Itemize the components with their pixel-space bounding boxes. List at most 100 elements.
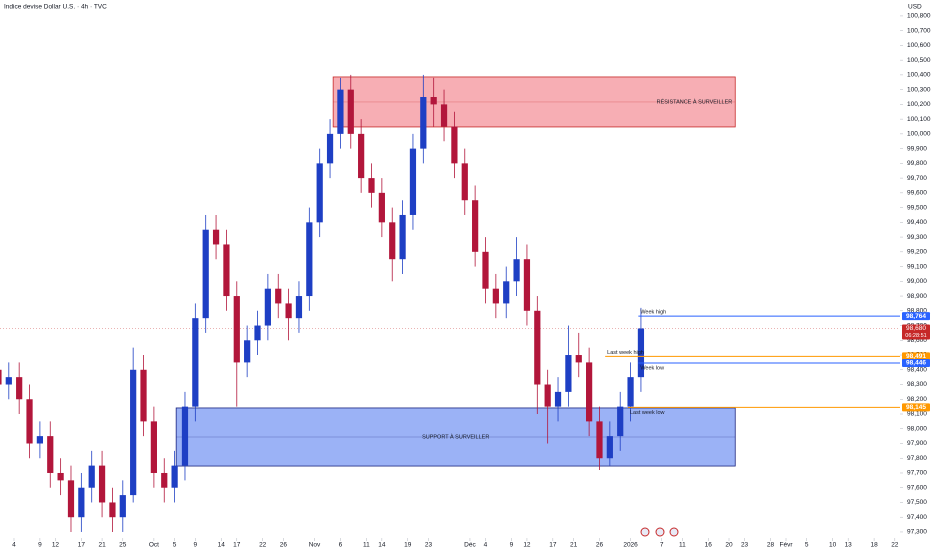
candle-body bbox=[202, 229, 209, 319]
y-tick-label: 99,200 bbox=[907, 249, 927, 256]
y-tick-label: 98,200 bbox=[907, 396, 927, 403]
last-price-label: 98,680 bbox=[906, 325, 926, 332]
y-tick-label: 100,100 bbox=[907, 116, 931, 123]
candle-body bbox=[503, 281, 510, 304]
y-tick-label: 98,000 bbox=[907, 425, 927, 432]
x-tick-label: 11 bbox=[679, 542, 686, 549]
plot: 97,300 97,400 97,500 97,600 97,700 97,800 97,9… bbox=[0, 13, 931, 549]
y-tick-label: 98,800 bbox=[907, 308, 927, 315]
last-price-countdown: 06:28:51 bbox=[905, 333, 926, 339]
x-tick-label: 17 bbox=[78, 542, 86, 549]
candle-body bbox=[368, 178, 375, 193]
x-tick-label: 12 bbox=[523, 542, 531, 549]
y-tick-label: 100,800 bbox=[907, 13, 931, 20]
level-name: Week low bbox=[640, 365, 664, 371]
candle-body bbox=[389, 222, 396, 260]
y-tick-label: 97,900 bbox=[907, 440, 927, 447]
x-tick-label: 23 bbox=[741, 542, 749, 549]
candle-body bbox=[26, 399, 33, 444]
candle-body bbox=[0, 369, 2, 385]
candle-body bbox=[461, 163, 468, 201]
candle-body bbox=[451, 126, 458, 164]
candle-body bbox=[420, 97, 427, 149]
x-tick-label: 9 bbox=[510, 542, 514, 549]
x-tick-label: 9 bbox=[38, 542, 42, 549]
y-tick-label: 100,400 bbox=[907, 72, 931, 79]
candle-body bbox=[316, 163, 323, 223]
candle-body bbox=[378, 192, 385, 223]
candle-body bbox=[233, 296, 240, 363]
y-tick-label: 99,400 bbox=[907, 219, 927, 226]
candle-body bbox=[565, 355, 572, 392]
y-tick-label: 99,300 bbox=[907, 234, 927, 241]
x-tick-label: 14 bbox=[218, 542, 226, 549]
candle-body bbox=[275, 288, 282, 304]
level-axis-label: 98,446 bbox=[906, 360, 926, 367]
x-tick-label: 6 bbox=[339, 542, 343, 549]
last-price-box bbox=[902, 324, 930, 340]
level-axis-box bbox=[902, 352, 930, 361]
candle-body bbox=[523, 259, 531, 311]
level-axis-label: 98,145 bbox=[906, 404, 926, 411]
x-tick-label: Nov bbox=[309, 542, 321, 549]
x-tick-label: 22 bbox=[259, 542, 267, 549]
candle-body bbox=[358, 133, 365, 179]
x-tick-label: Oct bbox=[149, 542, 159, 549]
candle-body bbox=[534, 310, 541, 385]
x-tick-label: 19 bbox=[404, 542, 412, 549]
x-tick-label: 4 bbox=[484, 542, 488, 549]
candle-body bbox=[109, 502, 116, 518]
x-tick-label: 22 bbox=[891, 542, 899, 549]
event-icon[interactable] bbox=[640, 527, 650, 537]
x-tick-label: 26 bbox=[280, 542, 288, 549]
currency-label: USD bbox=[908, 4, 922, 11]
candle-body bbox=[586, 362, 593, 422]
y-tick-label: 97,800 bbox=[907, 455, 927, 462]
y-tick-label: 100,300 bbox=[907, 86, 931, 93]
candle-body bbox=[130, 369, 137, 496]
zone-label: RÉSISTANCE À SURVEILLER bbox=[657, 98, 733, 105]
zone-label: SUPPORT À SURVEILLER bbox=[422, 433, 489, 440]
candle-body bbox=[67, 480, 75, 518]
candle-body bbox=[119, 495, 126, 518]
y-tick-label: 97,500 bbox=[907, 499, 927, 506]
event-icon[interactable] bbox=[669, 527, 679, 537]
x-tick-label: 2026 bbox=[623, 542, 638, 549]
candle-body bbox=[264, 288, 271, 326]
x-tick-label: 17 bbox=[549, 542, 557, 549]
x-tick-label: 21 bbox=[570, 542, 578, 549]
candle-body bbox=[575, 355, 582, 363]
candle-body bbox=[482, 251, 489, 289]
level-axis-label: 98,764 bbox=[906, 313, 926, 320]
y-tick-label: 99,700 bbox=[907, 175, 927, 182]
candle-body bbox=[606, 436, 613, 459]
x-tick-label: 18 bbox=[870, 542, 878, 549]
y-tick-label: 100,000 bbox=[907, 131, 931, 138]
candle-body bbox=[306, 222, 313, 297]
candle-body bbox=[440, 104, 448, 127]
candle-body bbox=[544, 384, 551, 407]
y-tick-label: 98,300 bbox=[907, 381, 927, 388]
event-icon[interactable] bbox=[655, 527, 665, 537]
candle-body bbox=[181, 406, 189, 466]
event-icons bbox=[640, 527, 679, 537]
y-tick-label: 99,800 bbox=[907, 160, 927, 167]
x-tick-label: 9 bbox=[194, 542, 198, 549]
y-tick-label: 99,900 bbox=[907, 145, 927, 152]
candle-body bbox=[285, 303, 292, 319]
y-tick-label: 97,300 bbox=[907, 529, 927, 536]
candle-body bbox=[254, 325, 261, 341]
candle-body bbox=[36, 436, 44, 444]
candle-body bbox=[223, 244, 230, 297]
candle-body bbox=[47, 436, 54, 473]
candle-body bbox=[16, 377, 23, 400]
x-tick-label: 14 bbox=[378, 542, 386, 549]
candle-body bbox=[98, 465, 106, 503]
x-tick-label: 4 bbox=[12, 542, 16, 549]
x-tick-label: 7 bbox=[660, 542, 664, 549]
level-axis-box bbox=[902, 358, 930, 367]
y-tick-label: 97,400 bbox=[907, 514, 927, 521]
x-tick-label: 23 bbox=[425, 542, 433, 549]
y-tick-label: 98,600 bbox=[907, 337, 927, 344]
